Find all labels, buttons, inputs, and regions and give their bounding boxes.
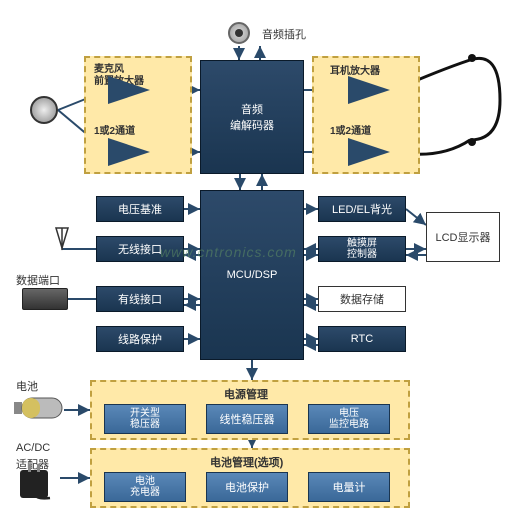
wired-label: 有线接口 bbox=[118, 291, 162, 307]
data-port-label: 数据端口 bbox=[16, 272, 60, 288]
adapter-icon bbox=[20, 470, 48, 498]
ch12-right-label: 1或2通道 bbox=[330, 122, 371, 137]
stethoscope-icon bbox=[30, 96, 58, 124]
hp-amp-label: 耳机放大器 bbox=[330, 62, 380, 77]
acdc-label1: AC/DC bbox=[16, 442, 50, 454]
lcd-label: LCD显示器 bbox=[435, 229, 490, 245]
audio-jack-icon bbox=[228, 22, 250, 44]
codec-label2: 编解码器 bbox=[230, 117, 274, 133]
touch-block: 触摸屏 控制器 bbox=[318, 236, 406, 262]
gauge-block: 电量计 bbox=[308, 472, 390, 502]
amp-left-1 bbox=[108, 76, 150, 104]
amp-left-2 bbox=[108, 138, 150, 166]
watermark-text: www.cntronics.com bbox=[160, 244, 297, 260]
battery-icon bbox=[14, 396, 64, 425]
swreg-label1: 开关型 bbox=[130, 408, 160, 419]
usb-icon bbox=[22, 288, 68, 310]
battprot-label: 电池保护 bbox=[225, 479, 269, 495]
storage-block: 数据存储 bbox=[318, 286, 406, 312]
vmon-block: 电压 监控电路 bbox=[308, 404, 390, 434]
touch-label1: 触摸屏 bbox=[347, 238, 377, 249]
ch12-left-label: 1或2通道 bbox=[94, 122, 135, 137]
linreg-label: 线性稳压器 bbox=[220, 411, 275, 427]
swreg-label2: 稳压器 bbox=[130, 419, 160, 430]
charger-block: 电池 充电器 bbox=[104, 472, 186, 502]
vmon-label1: 电压 bbox=[339, 408, 359, 419]
wireless-label: 无线接口 bbox=[118, 241, 162, 257]
backlight-block: LED/EL背光 bbox=[318, 196, 406, 222]
mcu-label: MCU/DSP bbox=[227, 269, 278, 281]
codec-label1: 音频 bbox=[241, 101, 263, 117]
audio-jack-label: 音频插孔 bbox=[262, 26, 306, 42]
rtc-label: RTC bbox=[351, 333, 373, 345]
vref-label: 电压基准 bbox=[118, 201, 162, 217]
wired-block: 有线接口 bbox=[96, 286, 184, 312]
vmon-label2: 监控电路 bbox=[329, 419, 369, 430]
batt-mgmt-title: 电池管理(选项) bbox=[210, 454, 283, 470]
touch-label2: 控制器 bbox=[347, 249, 377, 260]
amp-right-2 bbox=[348, 138, 390, 166]
gauge-label: 电量计 bbox=[333, 479, 366, 495]
linreg-block: 线性稳压器 bbox=[206, 404, 288, 434]
battprot-block: 电池保护 bbox=[206, 472, 288, 502]
lcd-block: LCD显示器 bbox=[426, 212, 500, 262]
storage-label: 数据存储 bbox=[340, 291, 384, 307]
lineprot-label: 线路保护 bbox=[118, 331, 162, 347]
pwr-mgmt-title: 电源管理 bbox=[224, 386, 268, 402]
charger-label1: 电池 bbox=[135, 476, 155, 487]
diagram-canvas: 音频插孔 麦克风 前置放大器 1或2通道 耳机放大器 1或2通道 音频 编解码器… bbox=[0, 0, 517, 517]
swreg-block: 开关型 稳压器 bbox=[104, 404, 186, 434]
lineprot-block: 线路保护 bbox=[96, 326, 184, 352]
amp-right-1 bbox=[348, 76, 390, 104]
backlight-label: LED/EL背光 bbox=[332, 201, 392, 217]
mcu-block: MCU/DSP bbox=[200, 190, 304, 360]
audio-codec-block: 音频 编解码器 bbox=[200, 60, 304, 174]
vref-block: 电压基准 bbox=[96, 196, 184, 222]
rtc-block: RTC bbox=[318, 326, 406, 352]
battery-label: 电池 bbox=[16, 378, 38, 394]
charger-label2: 充电器 bbox=[130, 487, 160, 498]
